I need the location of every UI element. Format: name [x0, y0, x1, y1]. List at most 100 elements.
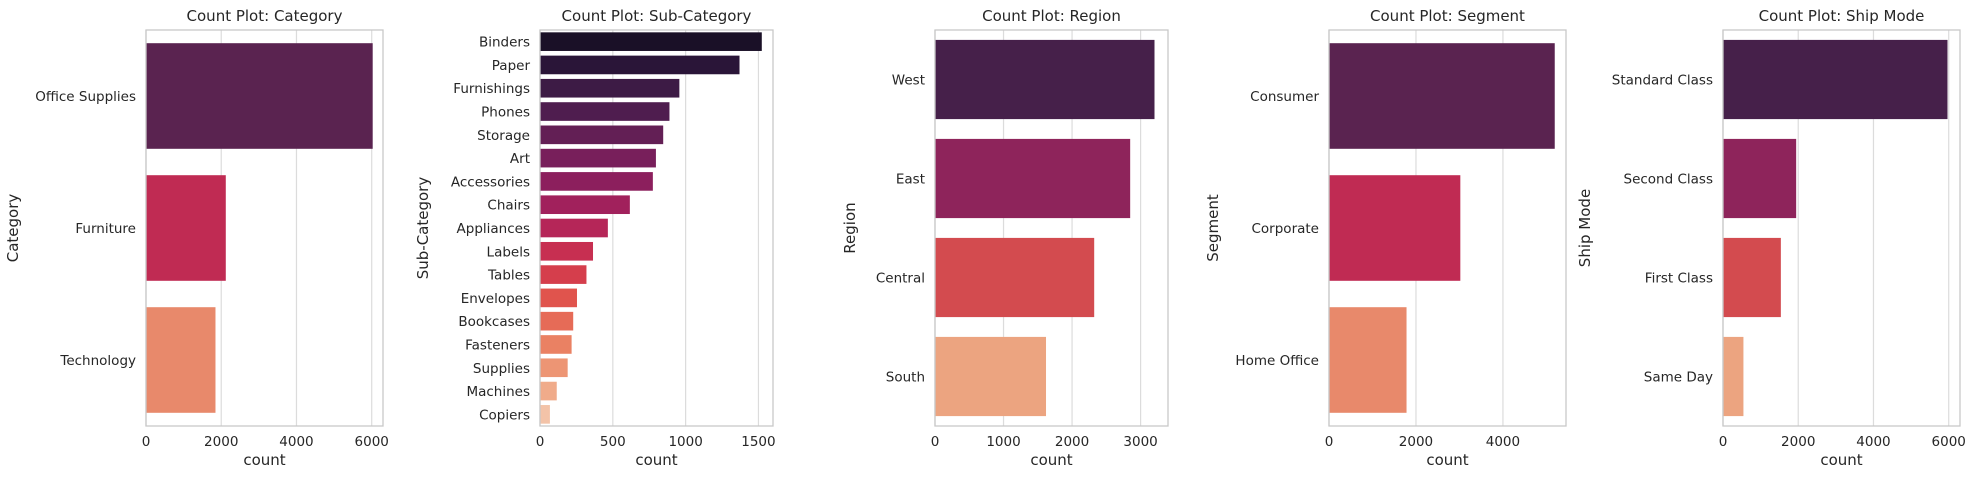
bar — [540, 195, 630, 215]
x-axis-label: count — [635, 451, 677, 469]
x-tick-label: 1000 — [668, 434, 702, 450]
y-tick-label: Same Day — [1644, 370, 1713, 386]
bar — [540, 311, 574, 331]
bar — [935, 237, 1095, 318]
bar — [1723, 237, 1781, 318]
x-tick-label: 0 — [142, 434, 151, 450]
x-tick-label: 4000 — [1856, 434, 1890, 450]
axes-frame — [539, 29, 774, 427]
bar — [146, 175, 226, 281]
bar — [146, 43, 373, 149]
x-axis-label: count — [1820, 451, 1862, 469]
x-tick-label: 2000 — [1055, 434, 1089, 450]
y-tick-label: Art — [510, 151, 530, 167]
y-tick-label: Appliances — [457, 221, 530, 237]
x-tick-label: 0 — [536, 434, 545, 450]
bar — [935, 138, 1131, 219]
y-tick-label: Consumer — [1250, 89, 1319, 105]
y-axis-label: Ship Mode — [1576, 189, 1594, 267]
y-tick-label: Furnishings — [453, 81, 530, 97]
bar — [935, 39, 1155, 120]
x-tick-label: 0 — [1719, 434, 1728, 450]
y-tick-label: Supplies — [473, 361, 530, 377]
chart-title: Count Plot: Category — [187, 7, 343, 25]
chart-title: Count Plot: Region — [982, 7, 1121, 25]
y-axis-label: Region — [841, 202, 859, 253]
bar — [1329, 175, 1461, 281]
x-tick-label: 0 — [931, 434, 940, 450]
bar — [540, 78, 680, 98]
bar — [540, 381, 557, 401]
bar — [540, 55, 740, 75]
y-tick-label: Phones — [481, 105, 530, 121]
y-tick-label: South — [886, 370, 925, 386]
bar — [540, 218, 608, 238]
axes-frame — [1328, 29, 1567, 427]
y-tick-label: Second Class — [1624, 172, 1714, 188]
bar — [1329, 43, 1555, 149]
bar — [540, 32, 762, 51]
y-tick-label: Fasteners — [465, 337, 530, 353]
y-axis-label: Category — [4, 194, 22, 263]
y-tick-label: Bookcases — [458, 314, 530, 330]
chart-panel-1: Binders Paper Furnishings Phones Storage Art A… — [414, 7, 776, 469]
y-tick-label: Technology — [59, 353, 136, 369]
bar — [1329, 307, 1407, 413]
y-tick-label: Chairs — [487, 198, 530, 214]
x-tick-label: 1000 — [986, 434, 1020, 450]
y-tick-label: Accessories — [451, 174, 530, 190]
y-tick-label: Tables — [487, 268, 530, 284]
x-axis-label: count — [243, 451, 285, 469]
chart-panel-3: Consumer Corporate Home Office 0 2000 4000 Cou… — [1204, 7, 1567, 469]
y-tick-label: Copiers — [479, 407, 530, 423]
y-tick-label: First Class — [1645, 271, 1713, 287]
y-axis-label: Sub-Category — [414, 177, 432, 280]
y-axis-label: Segment — [1204, 194, 1222, 262]
x-axis-label: count — [1030, 451, 1072, 469]
bar — [540, 241, 594, 261]
x-tick-label: 2000 — [204, 434, 238, 450]
bar — [1723, 336, 1744, 417]
y-tick-label: Standard Class — [1612, 73, 1713, 89]
y-tick-label: Paper — [492, 58, 531, 74]
axes-frame — [145, 29, 384, 427]
bar — [540, 172, 653, 191]
axes-frame — [934, 29, 1169, 427]
x-tick-label: 6000 — [355, 434, 389, 450]
bar — [540, 288, 577, 308]
chart-title: Count Plot: Ship Mode — [1759, 7, 1925, 25]
bar — [540, 265, 587, 284]
y-tick-label: Home Office — [1235, 353, 1319, 369]
x-tick-label: 4000 — [279, 434, 313, 450]
bar — [540, 405, 550, 424]
y-tick-label: Central — [876, 271, 925, 287]
x-tick-label: 4000 — [1486, 434, 1520, 450]
y-tick-label: Storage — [477, 128, 530, 144]
bar — [540, 125, 664, 145]
chart-panel-4: Standard Class Second Class First Class Sam… — [1576, 7, 1966, 469]
bar — [1723, 39, 1948, 120]
chart-title: Count Plot: Sub-Category — [562, 7, 752, 25]
y-tick-label: Office Supplies — [35, 89, 136, 105]
x-tick-label: 2000 — [1781, 434, 1815, 450]
x-tick-label: 1500 — [741, 434, 775, 450]
bar — [935, 336, 1047, 417]
x-tick-label: 500 — [600, 434, 626, 450]
bar — [1723, 138, 1797, 219]
bar — [540, 102, 670, 121]
y-tick-label: Furniture — [75, 221, 136, 237]
y-tick-label: East — [896, 172, 925, 188]
chart-panel-0: Office Supplies Furniture Technology 0 2000 4… — [4, 7, 389, 469]
bar — [540, 335, 572, 354]
x-tick-label: 3000 — [1123, 434, 1157, 450]
x-tick-label: 6000 — [1932, 434, 1966, 450]
y-tick-label: Envelopes — [461, 291, 530, 307]
x-tick-label: 0 — [1325, 434, 1334, 450]
chart-panel-2: West East Central South 0 1000 2000 3000 Count P… — [841, 7, 1169, 469]
bar — [540, 148, 656, 168]
chart-title: Count Plot: Segment — [1370, 7, 1525, 25]
x-axis-label: count — [1426, 451, 1468, 469]
y-tick-label: Labels — [487, 244, 530, 260]
bar — [540, 358, 568, 378]
